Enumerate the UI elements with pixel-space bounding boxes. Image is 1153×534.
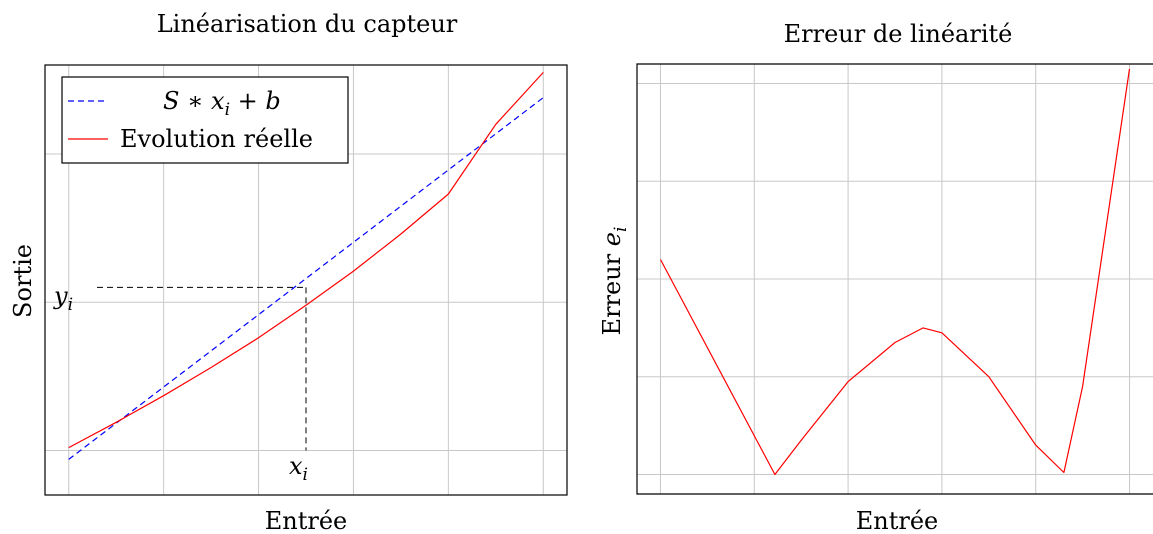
chart-2-series xyxy=(659,68,1131,476)
chart-1-frame xyxy=(44,64,568,496)
yi-label: yi xyxy=(53,282,73,315)
chart-1-title: Linéarisation du capteur xyxy=(157,10,458,38)
chart-2-ylabel-sub: i xyxy=(611,227,631,232)
series-linearity-error xyxy=(659,68,1131,476)
chart-2-xlabel: Entrée xyxy=(856,507,939,534)
chart-2-ylabel: Erreur ei xyxy=(598,227,631,336)
chart-erreur: Erreur de linéarité Entrée Erreur ei xyxy=(598,20,1153,534)
yi-var: y xyxy=(53,282,68,310)
chart-2-ylabel-prefix: Erreur xyxy=(598,253,626,335)
series-real-evolution xyxy=(68,71,544,449)
yi-sub: i xyxy=(68,295,73,315)
legend-entry-linear: S ∗ xi + b xyxy=(163,87,281,120)
chart-linearisation: Linéarisation du capteur S ∗ xi + b Evol… xyxy=(9,10,568,534)
chart-1-ylabel: Sortie xyxy=(9,244,37,318)
chart-1-guides xyxy=(97,286,307,451)
chart-1-xlabel: Entrée xyxy=(265,507,348,534)
xi-label: xi xyxy=(289,452,308,485)
legend-box xyxy=(61,76,349,164)
legend-entry-real: Evolution réelle xyxy=(120,125,313,153)
chart-2-title: Erreur de linéarité xyxy=(784,20,1013,48)
chart-1-legend: S ∗ xi + b Evolution réelle xyxy=(61,76,349,164)
chart-2-grid xyxy=(637,64,1153,494)
chart-1-series xyxy=(68,71,544,460)
chart-2-frame xyxy=(636,63,1153,495)
xi-var: x xyxy=(289,452,303,480)
xi-sub: i xyxy=(303,465,308,485)
chart-2-ylabel-var: e xyxy=(598,232,626,246)
